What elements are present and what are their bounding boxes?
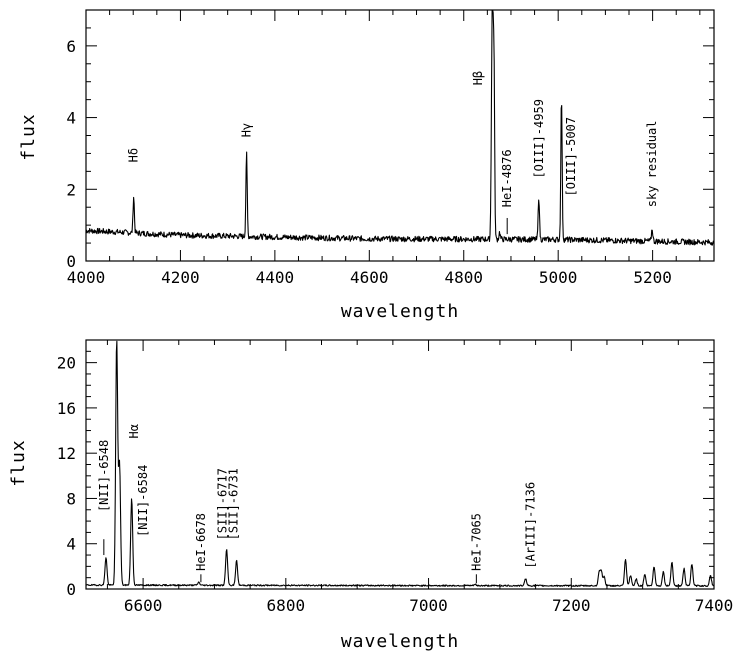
x-tick-label: 4800: [444, 268, 483, 287]
line-label: Hδ: [127, 148, 141, 162]
y-tick-label: 0: [66, 580, 76, 599]
line-label: Hβ: [471, 71, 485, 85]
line-label: HeI-4876: [500, 149, 514, 207]
x-tick-label: 7000: [409, 596, 448, 615]
x-tick-label: 5200: [633, 268, 672, 287]
x-tick-label: 4600: [350, 268, 389, 287]
y-tick-label: 16: [57, 399, 76, 418]
y-tick-label: 8: [66, 489, 76, 508]
x-tick-label: 7200: [552, 596, 591, 615]
line-label: [SII]-6717: [215, 468, 229, 540]
x-tick-label: 4400: [256, 268, 295, 287]
y-tick-label: 12: [57, 444, 76, 463]
y-tick-label: 4: [66, 535, 76, 554]
y-tick-label: 4: [66, 109, 76, 128]
bottom-panel: 6600 6800 7000 7200 7400 0 4 8 12 16 20 wavelength f…: [8, 339, 734, 652]
spectrum-trace: [85, 340, 714, 588]
spectrum-trace: [85, 9, 715, 246]
y-axis-title: flux: [8, 439, 29, 486]
line-label: [OIII]-5007: [564, 117, 578, 196]
plot-frame: [85, 339, 715, 590]
x-axis-title: wavelength: [341, 301, 459, 322]
x-tick-label: 4200: [161, 268, 200, 287]
line-label: Hα: [127, 424, 141, 438]
line-label: [OIII]-4959: [532, 99, 546, 178]
y-tick-label: 6: [66, 37, 76, 56]
line-label: Hγ: [240, 123, 254, 137]
x-tick-label: 6800: [267, 596, 306, 615]
line-label: HeI-7065: [469, 513, 483, 571]
x-tick-label: 6600: [124, 596, 163, 615]
line-label: [ArIII]-7136: [524, 482, 538, 569]
plot-frame: [85, 9, 715, 262]
line-label: [NII]-6584: [136, 465, 150, 537]
top-panel: 4000 4200 4400 4600 4800 5000 5200 0 2 4 6 waveleng…: [18, 9, 715, 322]
x-axis-title: wavelength: [341, 631, 459, 652]
y-tick-label: 2: [66, 180, 76, 199]
y-axis-title: flux: [18, 113, 39, 160]
y-tick-label: 0: [66, 252, 76, 271]
x-tick-label: 5000: [539, 268, 578, 287]
line-label: HeI-6678: [194, 513, 208, 571]
x-tick-label: 4000: [67, 268, 106, 287]
line-label: [SII]-6731: [227, 468, 241, 540]
line-label: [NII]-6548: [97, 440, 111, 512]
y-tick-label: 20: [57, 354, 76, 373]
x-tick-label: 7400: [695, 596, 734, 615]
line-label: sky residual: [645, 121, 659, 208]
